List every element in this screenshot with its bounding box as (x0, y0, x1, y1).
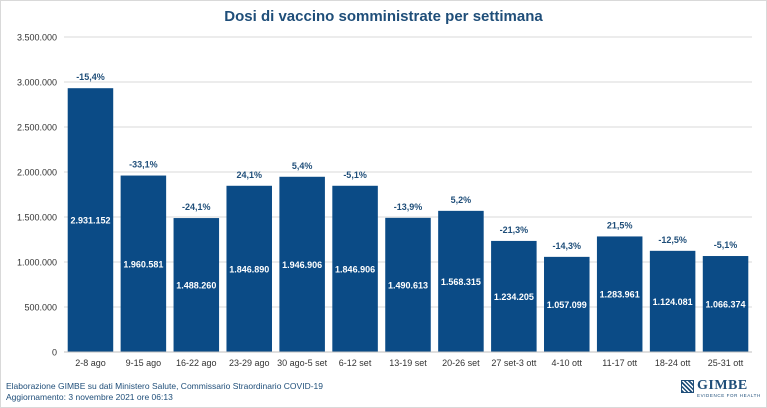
x-tick-label: 23-29 ago (229, 358, 270, 368)
y-tick-label: 1.000.000 (17, 258, 57, 268)
chart-title: Dosi di vaccino somministrate per settim… (224, 8, 543, 25)
bar-value-label: 1.846.906 (335, 264, 375, 274)
bar (491, 240, 537, 352)
bar-value-label: 1.846.890 (229, 264, 269, 274)
bar-value-label: 1.234.205 (494, 292, 534, 302)
bar-change-label: -15,4% (76, 72, 105, 82)
y-axis-tick-labels: 0 500.000 1.000.000 1.500.000 2.000.000 2.500… (17, 33, 57, 358)
x-axis-tick-labels: 2-8 ago 9-15 ago 16-22 ago 23-29 ago 30 ago-… (75, 358, 744, 368)
logo-name: GIMBE (697, 378, 748, 393)
bar-change-label: 24,1% (236, 170, 262, 180)
bar-change-label: -12,5% (658, 235, 687, 245)
logo-tagline: EVIDENCE FOR HEALTH (697, 393, 761, 398)
bar-change-label: -14,3% (553, 241, 582, 251)
y-tick-label: 3.000.000 (17, 78, 57, 88)
bar-change-label: -24,1% (182, 202, 211, 212)
y-tick-label: 2.500.000 (17, 123, 57, 133)
x-tick-label: 27 set-3 ott (491, 358, 537, 368)
bar (438, 210, 484, 352)
gimbe-logo-mark-icon (681, 380, 694, 393)
bar (173, 218, 220, 352)
bar-change-label: -33,1% (129, 160, 158, 170)
bar-value-label: 1.488.260 (176, 281, 216, 291)
bar-change-labels: -15,4% -33,1% -24,1% 24,1% 5,4% -5,1% -13,9% 5,… (76, 72, 737, 251)
bar (702, 256, 749, 352)
bar-change-label: 21,5% (607, 220, 633, 230)
x-tick-label: 13-19 set (389, 358, 427, 368)
x-tick-label: 25-31 ott (708, 358, 744, 368)
bar (226, 185, 272, 352)
footer-update: Aggiornamento: 3 novembre 2021 ore 06:13 (6, 392, 173, 402)
bar-value-labels: 2.931.152 1.960.581 1.488.260 1.846.890 1.94… (70, 216, 745, 310)
x-tick-label: 30 ago-5 set (277, 358, 328, 368)
bar-value-label: 1.283.961 (600, 290, 640, 300)
bar (279, 176, 325, 352)
x-tick-label: 18-24 ott (655, 358, 691, 368)
bar (332, 185, 378, 352)
x-tick-label: 20-26 set (442, 358, 480, 368)
bar (385, 217, 431, 352)
bar-value-label: 1.057.099 (547, 300, 587, 310)
x-tick-label: 4-10 ott (552, 358, 583, 368)
x-tick-label: 11-17 ott (602, 358, 637, 368)
gimbe-logo: GIMBE EVIDENCE FOR HEALTH (681, 378, 761, 401)
bar-change-label: -13,9% (394, 202, 423, 212)
bars (67, 88, 749, 352)
bar-value-label: 1.066.374 (706, 300, 746, 310)
bar (544, 256, 590, 352)
y-tick-label: 2.000.000 (17, 168, 57, 178)
x-tick-label: 2-8 ago (75, 358, 106, 368)
footer-source: Elaborazione GIMBE su dati Ministero Sal… (6, 381, 323, 391)
bar (120, 175, 167, 352)
bar (649, 250, 696, 352)
bar (596, 236, 643, 352)
bar-value-label: 1.490.613 (388, 280, 428, 290)
y-tick-label: 3.500.000 (17, 33, 57, 43)
bar-change-label: -5,1% (343, 170, 367, 180)
bar-value-label: 1.124.081 (653, 297, 693, 307)
bar-change-label: -5,1% (714, 240, 738, 250)
x-tick-label: 6-12 set (339, 358, 372, 368)
bar-change-label: 5,2% (451, 195, 472, 205)
x-tick-label: 16-22 ago (176, 358, 217, 368)
y-tick-label: 500.000 (24, 303, 57, 313)
bar-value-label: 2.931.152 (70, 216, 110, 226)
bar-change-label: -21,3% (500, 225, 529, 235)
y-tick-label: 0 (52, 348, 57, 358)
x-tick-label: 9-15 ago (126, 358, 162, 368)
bar-value-label: 1.568.315 (441, 277, 481, 287)
bar (67, 88, 114, 352)
y-tick-label: 1.500.000 (17, 213, 57, 223)
bar-change-label: 5,4% (292, 161, 313, 171)
bar-value-label: 1.946.906 (282, 260, 322, 270)
bar-value-label: 1.960.581 (123, 259, 163, 269)
